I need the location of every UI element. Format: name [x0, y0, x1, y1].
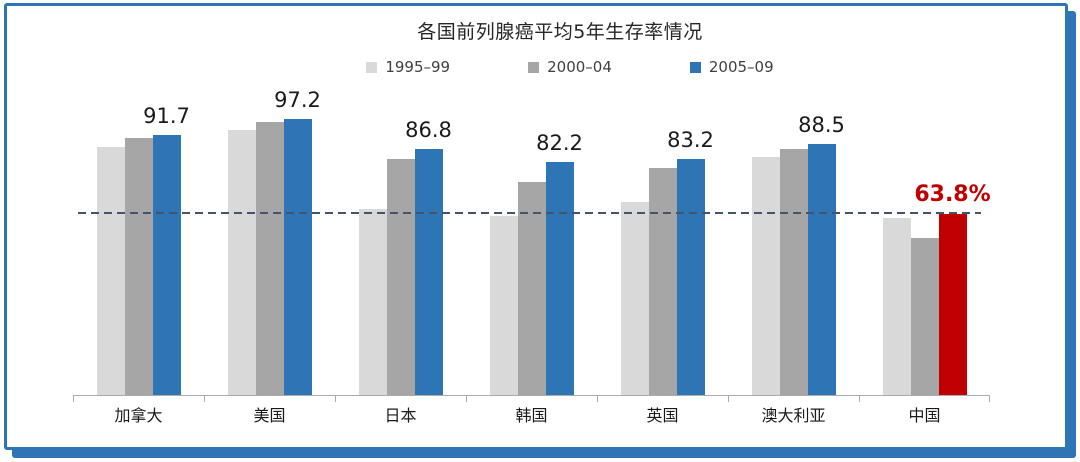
category-label-韩国: 韩国: [515, 406, 548, 425]
legend-label: 2000–04: [547, 58, 612, 76]
axis-tick: [728, 396, 729, 402]
bar-group-加拿大: 91.7: [73, 100, 204, 395]
bar-row: [96, 134, 181, 395]
bar-英国-1995–99: [620, 202, 649, 395]
bar-澳大利亚-2000–04: [779, 149, 808, 395]
value-label-加拿大: 91.7: [143, 103, 190, 128]
axis-tick: [597, 396, 598, 402]
bar-group-日本: 86.8: [335, 100, 466, 395]
bar-韩国-1995–99: [489, 216, 518, 395]
bar-加拿大-2000–04: [124, 137, 153, 395]
bar-韩国-2005–09: [545, 161, 574, 395]
bar-中国-2005–09: [938, 214, 967, 395]
bar-美国-1995–99: [227, 130, 256, 395]
bar-美国-2005–09: [283, 119, 312, 395]
bar-澳大利亚-2005–09: [807, 144, 836, 395]
value-label-澳大利亚: 88.5: [798, 113, 845, 137]
bar-日本-1995–99: [358, 209, 387, 395]
bar-英国-2005–09: [676, 159, 705, 395]
legend-item-1995–99: 1995–99: [366, 58, 450, 76]
bar-group-中国: 63.8%: [859, 100, 991, 395]
bar-row: [489, 161, 574, 395]
value-label-韩国: 82.2: [536, 130, 583, 155]
axis-tick: [335, 396, 336, 402]
bar-日本-2005–09: [414, 148, 443, 395]
value-label-美国: 97.2: [274, 88, 321, 113]
category-label-中国: 中国: [908, 406, 941, 425]
bar-row: [751, 144, 836, 395]
axis-tick: [466, 396, 467, 402]
bar-加拿大-1995–99: [96, 146, 125, 395]
legend-item-2000–04: 2000–04: [528, 58, 612, 76]
bar-韩国-2000–04: [517, 181, 546, 395]
bar-group-韩国: 82.2: [466, 100, 597, 395]
legend-item-2005–09: 2005–09: [689, 58, 774, 76]
reference-line: [78, 212, 981, 214]
category-label-澳大利亚: 澳大利亚: [761, 406, 826, 425]
value-label-中国: 63.8%: [914, 182, 991, 207]
legend-swatch-icon: [528, 61, 540, 73]
value-label-日本: 86.8: [405, 117, 452, 142]
bar-加拿大-2005–09: [152, 134, 181, 395]
bar-groups: 91.7 97.2 86.8 82.2 83.2 88.5 63.8%: [73, 88, 991, 395]
axis-tick: [204, 396, 205, 402]
axis-tick: [73, 396, 74, 402]
bar-row: [882, 214, 967, 395]
bar-美国-2000–04: [255, 122, 284, 395]
category-label-加拿大: 加拿大: [114, 406, 163, 425]
legend-label: 1995–99: [385, 58, 451, 76]
category-labels: 加拿大 美国 日本 韩国 英国 澳大利亚 中国: [73, 402, 990, 426]
bar-group-美国: 97.2: [204, 88, 335, 395]
bar-澳大利亚-1995–99: [751, 157, 780, 395]
legend-swatch-icon: [689, 61, 701, 73]
bar-row: [227, 119, 312, 395]
axis-tick: [989, 396, 990, 402]
legend: 1995–99 2000–04 2005–09: [60, 58, 1080, 76]
legend-label: 2005–09: [708, 58, 774, 76]
bar-row: [620, 159, 705, 395]
bar-中国-1995–99: [882, 218, 911, 395]
plot-area: 91.7 97.2 86.8 82.2 83.2 88.5 63.8%: [73, 88, 991, 402]
bar-group-英国: 83.2: [597, 100, 728, 395]
axis-tick: [859, 396, 860, 402]
category-label-美国: 美国: [253, 406, 286, 425]
category-label-英国: 英国: [646, 406, 679, 425]
category-label-日本: 日本: [384, 406, 417, 425]
legend-swatch-icon: [366, 61, 378, 73]
bar-日本-2000–04: [386, 158, 415, 395]
bar-英国-2000–04: [648, 168, 677, 395]
bar-group-澳大利亚: 88.5: [728, 100, 859, 395]
bar-row: [358, 148, 443, 395]
bar-中国-2000–04: [910, 237, 939, 395]
chart-title: 各国前列腺癌平均5年生存率情况: [417, 21, 703, 43]
value-label-英国: 83.2: [667, 128, 714, 152]
